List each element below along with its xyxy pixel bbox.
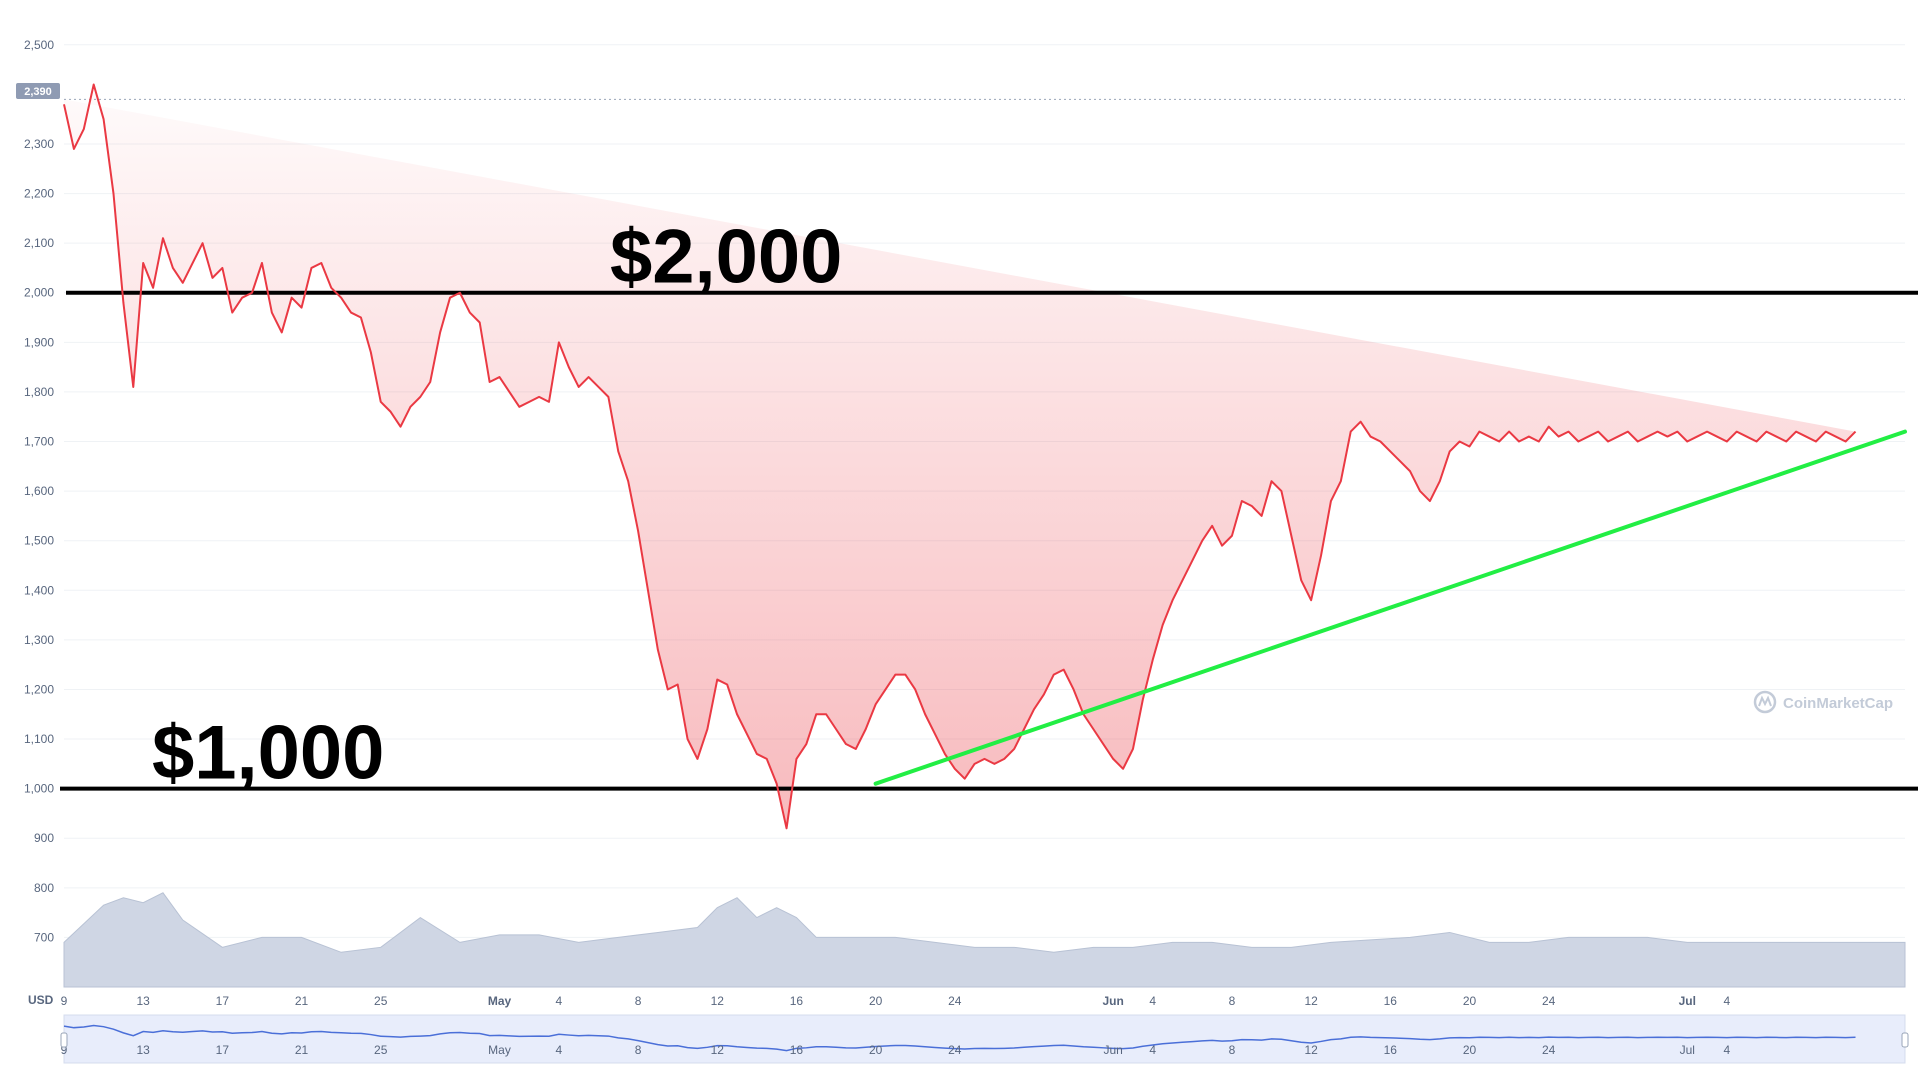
x-tick-label: 24 [1542, 994, 1556, 1008]
x-tick-label: 8 [635, 994, 642, 1008]
x-tick-label: 4 [556, 994, 563, 1008]
y-tick-label: 2,200 [24, 187, 54, 201]
y-tick-label: 1,700 [24, 435, 54, 449]
annotation-label: $1,000 [152, 711, 384, 796]
navigator-tick-label: 16 [1384, 1043, 1398, 1057]
x-tick-label: 16 [1384, 994, 1398, 1008]
y-tick-label: 2,100 [24, 236, 54, 250]
watermark: CoinMarketCap [1753, 690, 1893, 714]
current-price-badge: 2,390 [16, 83, 60, 99]
y-tick-label: 1,900 [24, 335, 54, 349]
navigator-tick-label: Jul [1680, 1043, 1695, 1057]
navigator-tick-label: 8 [635, 1043, 642, 1057]
price-fill [64, 84, 1856, 829]
annotation-label: $2,000 [610, 215, 842, 300]
x-tick-label: 12 [1304, 994, 1318, 1008]
x-tick-label: 21 [295, 994, 309, 1008]
price-area-fill [64, 84, 1856, 829]
navigator-tick-label: 25 [374, 1043, 388, 1057]
navigator-tick-label: 9 [61, 1043, 68, 1057]
navigator-handle[interactable] [60, 1032, 68, 1048]
navigator-tick-label: Jun [1103, 1043, 1122, 1057]
navigator-tick-label: 21 [295, 1043, 309, 1057]
y-tick-label: 2,000 [24, 286, 54, 300]
navigator-tick-label: 24 [1542, 1043, 1556, 1057]
x-tick-label: 24 [948, 994, 962, 1008]
navigator-tick-label: May [488, 1043, 511, 1057]
navigator-tick-label: 8 [1229, 1043, 1236, 1057]
x-tick-label: 12 [711, 994, 725, 1008]
navigator-tick-label: 12 [1304, 1043, 1318, 1057]
trend-line [873, 429, 1907, 786]
navigator-tick-label: 4 [1723, 1043, 1730, 1057]
x-tick-label: 8 [1229, 994, 1236, 1008]
x-tick-label: 16 [790, 994, 804, 1008]
reference-lines [60, 290, 1918, 791]
x-tick-label: Jul [1679, 994, 1696, 1008]
y-tick-label: 1,000 [24, 782, 54, 796]
price-line[interactable] [63, 83, 1857, 830]
x-tick-label: 17 [216, 994, 230, 1008]
navigator-tick-label: 20 [869, 1043, 883, 1057]
x-axis: 9 13 17 21 25 May 4 8 12 16 20 24 Jun 4 8 12 16 20 24 Jul 4 [61, 994, 1731, 1008]
y-tick-label: 1,400 [24, 583, 54, 597]
x-tick-label: 20 [1463, 994, 1477, 1008]
trendline [873, 429, 1907, 786]
x-tick-label: 4 [1149, 994, 1156, 1008]
x-tick-label: 4 [1723, 994, 1730, 1008]
y-tick-label: 1,800 [24, 385, 54, 399]
x-tick-label: 13 [137, 994, 151, 1008]
y-tick-label: 900 [34, 831, 54, 845]
y-tick-label: 2,300 [24, 137, 54, 151]
annotations: $2,000 $1,000 [152, 215, 842, 796]
navigator-tick-label: 13 [137, 1043, 151, 1057]
x-tick-label: Jun [1103, 994, 1124, 1008]
navigator-tick-label: 16 [790, 1043, 804, 1057]
navigator-window[interactable] [63, 1014, 1906, 1064]
currency-label: USD [28, 993, 54, 1007]
y-tick-label: 1,500 [24, 534, 54, 548]
x-tick-label: 25 [374, 994, 388, 1008]
current-price-label: 2,390 [24, 86, 52, 98]
navigator-series [63, 1024, 1856, 1052]
price-series[interactable] [63, 83, 1857, 830]
y-tick-label: 1,200 [24, 682, 54, 696]
watermark-text: CoinMarketCap [1783, 695, 1893, 712]
navigator-handle[interactable] [1901, 1032, 1909, 1048]
y-tick-label: 1,600 [24, 484, 54, 498]
x-tick-label: May [488, 994, 512, 1008]
navigator-tick-label: 12 [711, 1043, 725, 1057]
coinmarketcap-logo-icon [1753, 690, 1777, 714]
y-tick-label: 800 [34, 881, 54, 895]
y-tick-label: 2,500 [24, 38, 54, 52]
volume-series [63, 892, 1906, 988]
navigator-tick-label: 4 [1149, 1043, 1156, 1057]
navigator[interactable]: 9 13 17 21 25 May 4 8 12 16 20 24 Jun 4 8 12 16 20 24 Jul 4 [60, 1014, 1909, 1064]
y-tick-label: 700 [34, 930, 54, 944]
navigator-tick-label: 20 [1463, 1043, 1477, 1057]
y-tick-label: 1,300 [24, 633, 54, 647]
y-tick-label: 1,100 [24, 732, 54, 746]
x-tick-label: 20 [869, 994, 883, 1008]
x-tick-label: 9 [61, 994, 68, 1008]
navigator-tick-label: 17 [216, 1043, 230, 1057]
navigator-tick-label: 4 [556, 1043, 563, 1057]
volume-area [63, 892, 1906, 988]
navigator-tick-label: 24 [948, 1043, 962, 1057]
y-axis: 2,500 2,300 2,200 2,100 2,000 1,900 1,800 1,700… [24, 38, 54, 945]
